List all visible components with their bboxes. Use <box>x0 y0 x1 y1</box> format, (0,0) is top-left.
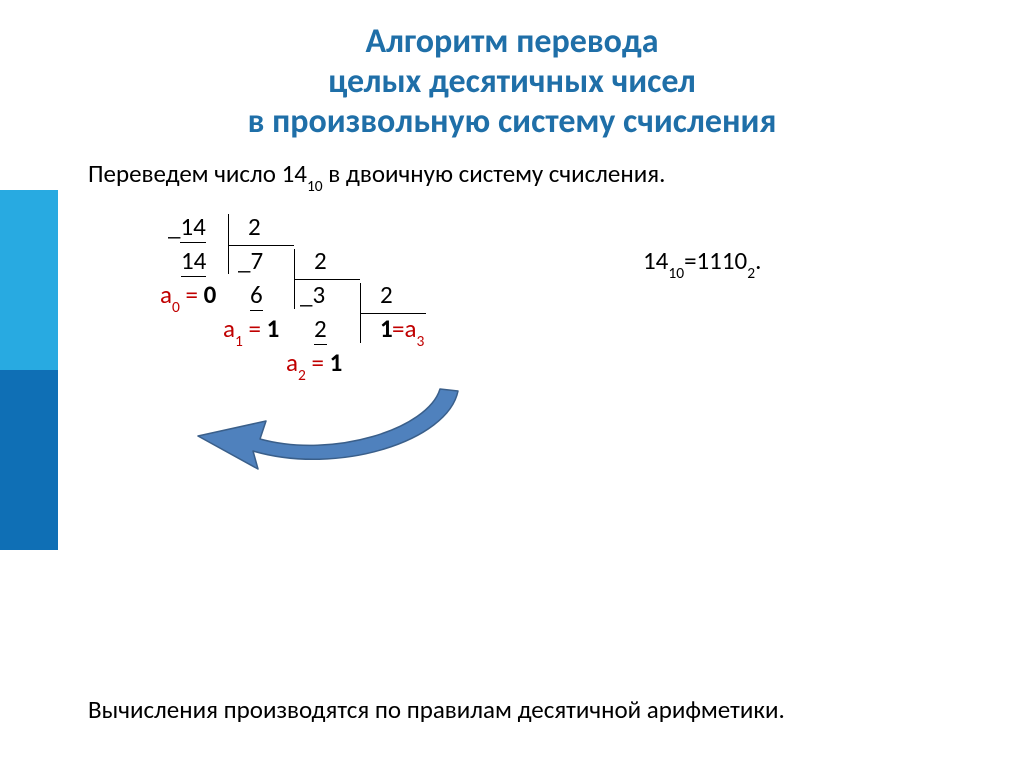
div-border-v1 <box>228 214 229 274</box>
sidebar-decoration <box>0 0 58 767</box>
remainder-a0-label: a0 = 0 <box>160 279 216 314</box>
remainder-a1-value: 1 <box>267 313 280 344</box>
intro-text: Переведем число 1410 в двоичную систему … <box>88 158 994 193</box>
row2-divisor: 2 <box>314 245 327 276</box>
sidebar-seg <box>0 190 58 370</box>
row3-quotient: 3 <box>312 279 325 310</box>
intro-pre: Переведем число 14 <box>88 158 307 189</box>
title-line-3: в произвольную систему счисления <box>248 101 777 142</box>
sidebar-seg <box>0 0 58 190</box>
sidebar-seg <box>0 370 58 550</box>
row2-quotient: 7 <box>250 245 263 276</box>
row1-divisor: 2 <box>248 211 261 242</box>
page-title: Алгоритм перевода целых десятичных чисел… <box>0 0 1024 154</box>
row1-minus: _14 <box>168 211 206 243</box>
row3-minus: _3 <box>300 279 325 310</box>
title-line-2: целых десятичных чисел <box>328 61 696 102</box>
row4-n: 2 <box>314 313 327 345</box>
remainder-a2-label: a2 = 1 <box>286 347 342 382</box>
content-area: Переведем число 1410 в двоичную систему … <box>0 154 1024 551</box>
remainder-a2-value: 1 <box>330 347 343 378</box>
conclusion-text: Вычисления производятся по правилам деся… <box>88 694 996 725</box>
row3-divisor: 2 <box>380 279 393 310</box>
row3-n: 6 <box>250 279 263 311</box>
remainder-a3-label: =a3 <box>392 313 424 348</box>
sidebar-seg <box>0 550 58 767</box>
row2-dividend: 14 <box>181 245 206 277</box>
curved-arrow-icon <box>158 381 498 498</box>
intro-post: в двоичную систему счисления. <box>323 158 666 189</box>
remainder-a1-label: a1 = 1 <box>223 313 279 348</box>
title-line-1: Алгоритм перевода <box>365 21 658 62</box>
row4-quotient: 1 <box>380 313 393 344</box>
intro-sub: 10 <box>307 177 323 196</box>
long-division-work: _14 2 14 _7 2 a0 = 0 6 _3 2 a1 = 1 2 1 =… <box>88 211 994 551</box>
row1-dividend: 14 <box>180 211 205 243</box>
result-equation: 1410=11102. <box>643 245 761 280</box>
remainder-a0-value: 0 <box>204 279 217 310</box>
row2-minus: _7 <box>238 245 263 276</box>
